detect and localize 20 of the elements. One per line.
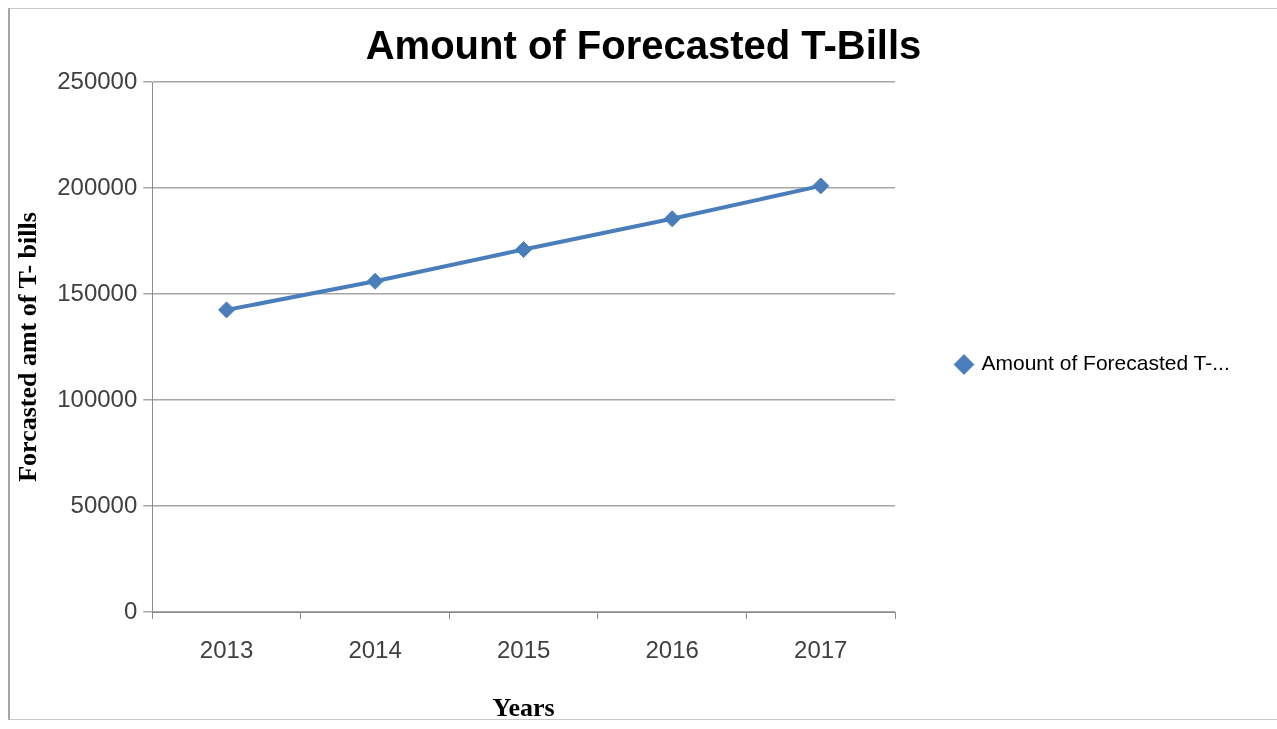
chart-title: Amount of Forecasted T-Bills xyxy=(365,23,922,68)
point xyxy=(812,177,830,195)
y-tick-label: 250000 xyxy=(57,66,138,94)
legend-label: Amount of Forecasted T-... xyxy=(981,351,1230,375)
x-tick-label: 2017 xyxy=(794,636,848,664)
y-axis-title: Forcasted amt of T- bills xyxy=(13,212,43,482)
y-tick-label: 0 xyxy=(123,596,138,624)
y-tick-label: 50000 xyxy=(70,490,138,518)
y-tick-label: 200000 xyxy=(57,172,138,200)
y-tick-label: 150000 xyxy=(57,278,138,306)
point xyxy=(663,210,681,228)
point xyxy=(218,301,236,319)
point xyxy=(515,240,533,258)
x-tick-label: 2016 xyxy=(645,636,699,664)
x-tick-label: 2014 xyxy=(348,636,402,664)
x-axis-title: Years xyxy=(492,693,555,723)
point xyxy=(366,272,384,290)
x-tick-label: 2015 xyxy=(496,636,551,664)
x-tick-label: 2013 xyxy=(199,636,254,664)
y-tick-label: 100000 xyxy=(57,384,138,412)
